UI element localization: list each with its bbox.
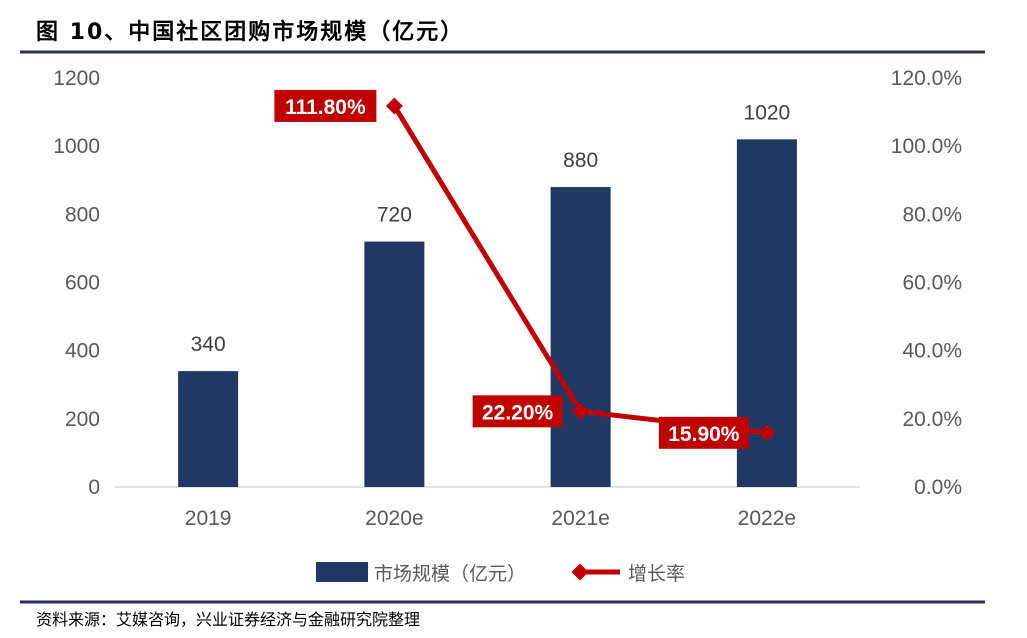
y-left-tick: 1200	[53, 67, 100, 90]
y-left-tick: 800	[65, 203, 100, 226]
growth-label-box	[274, 89, 377, 122]
x-tick: 2020e	[365, 507, 423, 530]
bar	[550, 187, 611, 488]
source-note: 资料来源：艾媒咨询，兴业证券经济与金融研究院整理	[36, 610, 421, 629]
growth-label-box	[472, 395, 563, 428]
bar-data-label: 1020	[744, 101, 791, 124]
growth-marker	[758, 424, 776, 442]
bar	[364, 241, 425, 487]
y-right-tick: 0.0%	[914, 476, 962, 499]
x-tick: 2022e	[738, 507, 796, 530]
bar-data-label: 880	[563, 149, 598, 172]
y-right-tick: 20.0%	[902, 408, 962, 431]
growth-data-label: 111.80%	[285, 96, 366, 119]
x-tick: 2019	[185, 507, 232, 530]
x-tick: 2021e	[551, 507, 609, 530]
y-right-tick: 60.0%	[902, 272, 962, 295]
legend-bar-swatch	[316, 562, 368, 582]
legend-line-marker	[571, 563, 589, 581]
growth-marker	[572, 402, 590, 420]
growth-data-label: 22.20%	[482, 401, 554, 424]
bar-data-label: 720	[377, 204, 412, 227]
legend-line-label: 增长率	[628, 563, 685, 585]
growth-marker	[385, 97, 403, 115]
bar-data-label: 340	[191, 333, 226, 356]
y-right-tick: 120.0%	[891, 67, 962, 90]
y-right-tick: 80.0%	[902, 203, 962, 226]
legend-bar-label: 市场规模（亿元）	[374, 563, 526, 585]
y-right-tick: 40.0%	[902, 340, 962, 363]
bar	[178, 371, 239, 487]
y-left-tick: 600	[65, 272, 100, 295]
y-left-tick: 400	[65, 340, 100, 363]
y-left-tick: 1000	[53, 135, 100, 158]
y-right-tick: 100.0%	[891, 135, 962, 158]
y-left-tick: 0	[88, 476, 100, 499]
growth-label-box	[658, 416, 749, 449]
y-left-tick: 200	[65, 408, 100, 431]
growth-data-label: 15.90%	[668, 423, 740, 446]
figure-title: 图 10、中国社区团购市场规模（亿元）	[36, 20, 465, 45]
